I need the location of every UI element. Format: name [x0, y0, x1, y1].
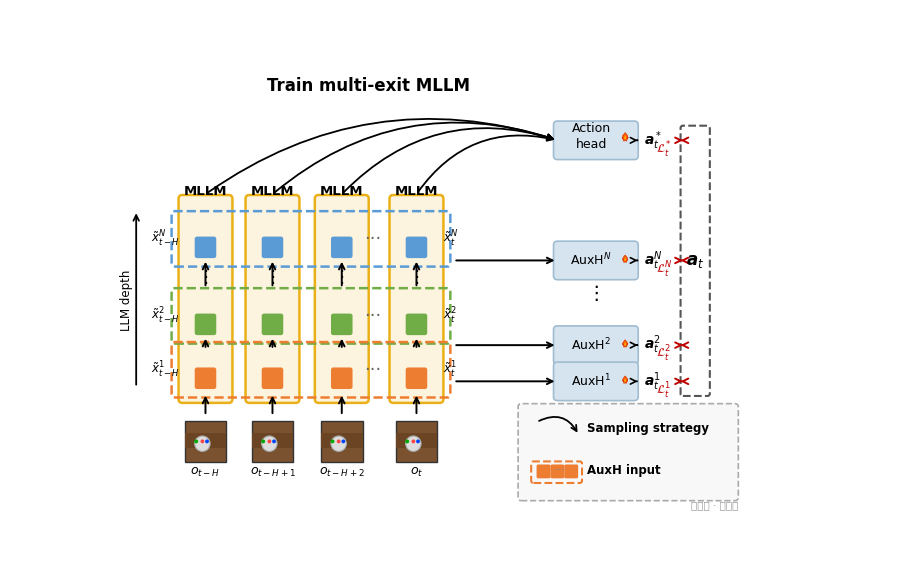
FancyBboxPatch shape [389, 195, 443, 403]
Polygon shape [624, 342, 626, 346]
Circle shape [331, 439, 334, 444]
FancyBboxPatch shape [262, 314, 283, 335]
FancyBboxPatch shape [331, 314, 352, 335]
FancyBboxPatch shape [554, 121, 638, 160]
Text: $\tilde{x}^2_{t-H}$: $\tilde{x}^2_{t-H}$ [151, 306, 179, 326]
Text: Sampling strategy: Sampling strategy [587, 422, 708, 435]
Text: AuxH input: AuxH input [587, 464, 660, 477]
Text: $\boldsymbol{a}_t$: $\boldsymbol{a}_t$ [686, 252, 704, 270]
Circle shape [342, 439, 345, 444]
FancyBboxPatch shape [195, 368, 217, 389]
Circle shape [262, 439, 265, 444]
Text: ···: ··· [554, 464, 565, 477]
FancyBboxPatch shape [315, 195, 369, 403]
Circle shape [416, 439, 420, 444]
Text: ⋮: ⋮ [408, 269, 424, 287]
FancyBboxPatch shape [262, 237, 283, 258]
Text: $\mathcal{L}_t^*$: $\mathcal{L}_t^*$ [655, 140, 672, 160]
Text: $\mathcal{L}_t^N$: $\mathcal{L}_t^N$ [655, 259, 672, 280]
Text: Action
head: Action head [572, 122, 610, 151]
Circle shape [405, 436, 421, 452]
Bar [321, 420, 362, 462]
Text: ···: ··· [364, 307, 381, 325]
Bar [396, 420, 437, 462]
Text: 公众号 · 量子位: 公众号 · 量子位 [690, 500, 738, 510]
FancyBboxPatch shape [565, 464, 578, 478]
Bar [184, 433, 227, 448]
Polygon shape [624, 379, 626, 382]
Polygon shape [624, 258, 626, 261]
Text: $\tilde{x}^2_t$: $\tilde{x}^2_t$ [442, 306, 457, 326]
FancyBboxPatch shape [331, 237, 352, 258]
Circle shape [337, 439, 341, 444]
Circle shape [272, 439, 276, 444]
Text: $\boldsymbol{a}_t^N$: $\boldsymbol{a}_t^N$ [644, 249, 663, 272]
Text: $o_{t-H+2}$: $o_{t-H+2}$ [319, 466, 365, 479]
Polygon shape [624, 135, 626, 140]
FancyBboxPatch shape [405, 368, 427, 389]
Text: ⋮: ⋮ [586, 284, 606, 303]
Text: ···: ··· [364, 230, 381, 248]
Text: $\boldsymbol{a}_t^1$: $\boldsymbol{a}_t^1$ [644, 370, 661, 393]
Text: $o_{t-H+1}$: $o_{t-H+1}$ [250, 466, 296, 479]
Text: $o_t$: $o_t$ [410, 466, 423, 479]
Circle shape [205, 439, 209, 444]
Text: $\tilde{x}^N_t$: $\tilde{x}^N_t$ [442, 229, 458, 249]
Text: $\tilde{x}^1_t$: $\tilde{x}^1_t$ [442, 360, 457, 380]
Bar [252, 420, 293, 462]
FancyBboxPatch shape [179, 195, 233, 403]
Circle shape [195, 436, 210, 452]
Text: LLM depth: LLM depth [120, 270, 133, 331]
Circle shape [262, 436, 277, 452]
Polygon shape [622, 340, 628, 347]
Text: AuxH$^2$: AuxH$^2$ [571, 337, 611, 353]
Bar [321, 433, 362, 448]
Polygon shape [622, 255, 628, 263]
Polygon shape [622, 376, 628, 383]
Text: $\boldsymbol{a}_t^2$: $\boldsymbol{a}_t^2$ [644, 334, 661, 357]
Text: ···: ··· [364, 361, 381, 379]
Bar [396, 433, 437, 448]
Text: ⋮: ⋮ [264, 269, 280, 287]
Polygon shape [622, 133, 628, 141]
Bar [184, 420, 227, 462]
FancyBboxPatch shape [550, 464, 565, 478]
Text: $\tilde{x}^1_{t-H}$: $\tilde{x}^1_{t-H}$ [151, 360, 179, 380]
Text: ⋮: ⋮ [334, 269, 350, 287]
Text: AuxH$^N$: AuxH$^N$ [570, 252, 612, 269]
FancyBboxPatch shape [195, 237, 217, 258]
FancyBboxPatch shape [554, 241, 638, 280]
FancyBboxPatch shape [554, 326, 638, 364]
Text: MLLM: MLLM [251, 185, 294, 197]
Text: $\mathcal{L}_t^1$: $\mathcal{L}_t^1$ [656, 380, 671, 401]
FancyBboxPatch shape [537, 464, 550, 478]
FancyBboxPatch shape [245, 195, 299, 403]
Text: MLLM: MLLM [395, 185, 438, 197]
FancyBboxPatch shape [331, 368, 352, 389]
Bar [252, 433, 293, 448]
Circle shape [405, 439, 409, 444]
FancyBboxPatch shape [518, 404, 738, 501]
FancyBboxPatch shape [262, 368, 283, 389]
FancyBboxPatch shape [405, 237, 427, 258]
Circle shape [268, 439, 271, 444]
Text: $\tilde{x}^N_{t-H}$: $\tilde{x}^N_{t-H}$ [151, 229, 179, 249]
Circle shape [200, 439, 204, 444]
Text: MLLM: MLLM [183, 185, 227, 197]
Text: $o_{t-H}$: $o_{t-H}$ [191, 466, 220, 479]
Text: $\boldsymbol{a}_t^*$: $\boldsymbol{a}_t^*$ [644, 129, 662, 152]
FancyBboxPatch shape [405, 314, 427, 335]
Text: Train multi-exit MLLM: Train multi-exit MLLM [267, 78, 470, 96]
Text: MLLM: MLLM [320, 185, 363, 197]
Circle shape [194, 439, 198, 444]
FancyBboxPatch shape [554, 362, 638, 401]
Text: AuxH$^1$: AuxH$^1$ [571, 373, 611, 390]
Circle shape [331, 436, 346, 452]
Text: $\mathcal{L}_t^2$: $\mathcal{L}_t^2$ [656, 345, 671, 364]
Circle shape [412, 439, 415, 444]
Text: ⋮: ⋮ [197, 269, 214, 287]
FancyBboxPatch shape [195, 314, 217, 335]
